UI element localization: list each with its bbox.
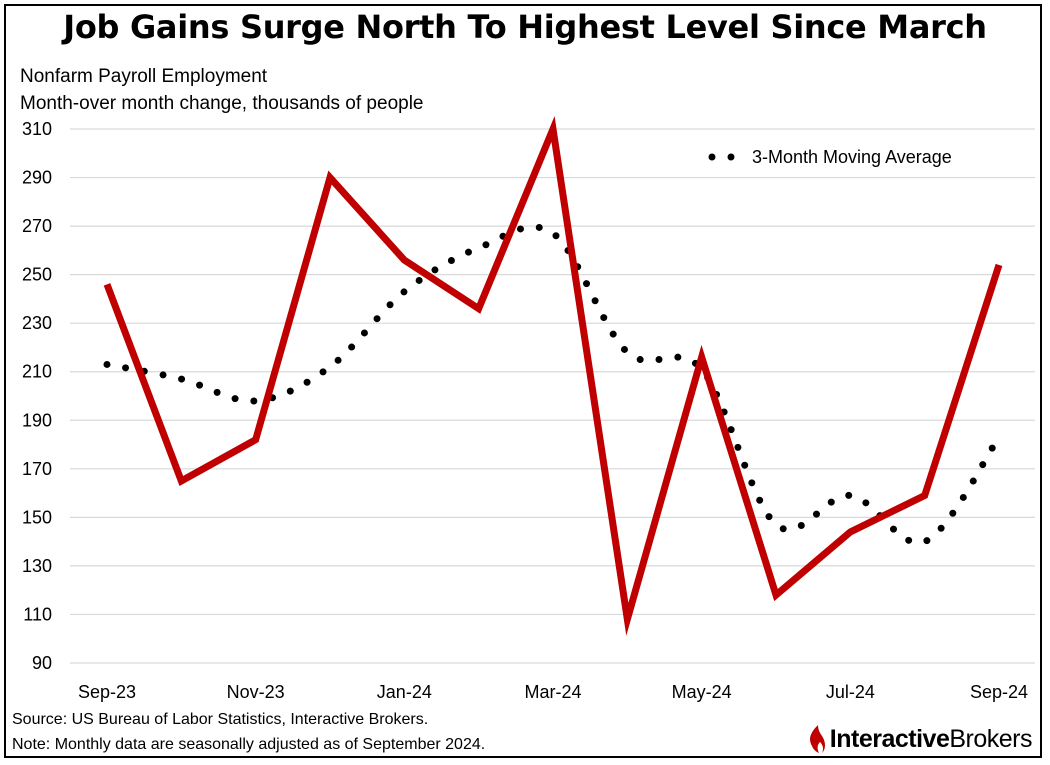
y-tick-label: 210 (22, 362, 52, 382)
legend-label-moving-average: 3-Month Moving Average (752, 147, 952, 167)
x-tick-label: Sep-23 (78, 682, 136, 702)
x-tick-label: Nov-23 (227, 682, 285, 702)
x-tick-label: Mar-24 (524, 682, 581, 702)
chart-frame (4, 4, 1042, 758)
y-tick-label: 190 (22, 410, 52, 430)
interactive-brokers-logo: Interactive Brokers (806, 724, 1032, 754)
logo-text-brokers: Brokers (949, 724, 1032, 753)
y-axis-ticks: 90 110 130 150 170 190 210 230 250 270 290 310 (22, 119, 52, 673)
logo-flame-icon (809, 725, 825, 753)
series-payroll-line (103, 116, 1003, 636)
source-note: Source: US Bureau of Labor Statistics, I… (12, 711, 429, 728)
y-tick-label: 130 (22, 556, 52, 576)
chart-subtitle-line1: Nonfarm Payroll Employment (20, 66, 268, 87)
y-tick-label: 290 (22, 168, 52, 188)
y-tick-label: 90 (32, 653, 52, 673)
legend: 3-Month Moving Average (708, 147, 952, 167)
logo-text-interactive: Interactive (829, 724, 950, 753)
y-tick-label: 170 (22, 459, 52, 479)
series-layer (103, 116, 1003, 636)
y-tick-label: 230 (22, 313, 52, 333)
chart-title: Job Gains Surge North To Highest Level S… (63, 8, 987, 46)
y-tick-label: 110 (23, 604, 52, 624)
y-tick-label: 250 (22, 265, 52, 285)
series-moving-average-line (103, 223, 1003, 547)
x-tick-label: Jan-24 (377, 682, 432, 702)
x-tick-label: Jul-24 (826, 682, 875, 702)
x-tick-label: May-24 (672, 682, 732, 702)
x-tick-label: Sep-24 (970, 682, 1028, 702)
y-tick-label: 270 (22, 216, 52, 236)
grid-lines (70, 128, 1035, 664)
y-tick-label: 150 (22, 507, 52, 527)
y-tick-label: 310 (22, 119, 52, 139)
data-note: Note: Monthly data are seasonally adjust… (12, 736, 486, 753)
x-axis-ticks: Sep-23 Nov-23 Jan-24 Mar-24 May-24 Jul-24 Sep-… (78, 682, 1028, 702)
chart-subtitle-line2: Month-over month change, thousands of pe… (20, 93, 424, 114)
